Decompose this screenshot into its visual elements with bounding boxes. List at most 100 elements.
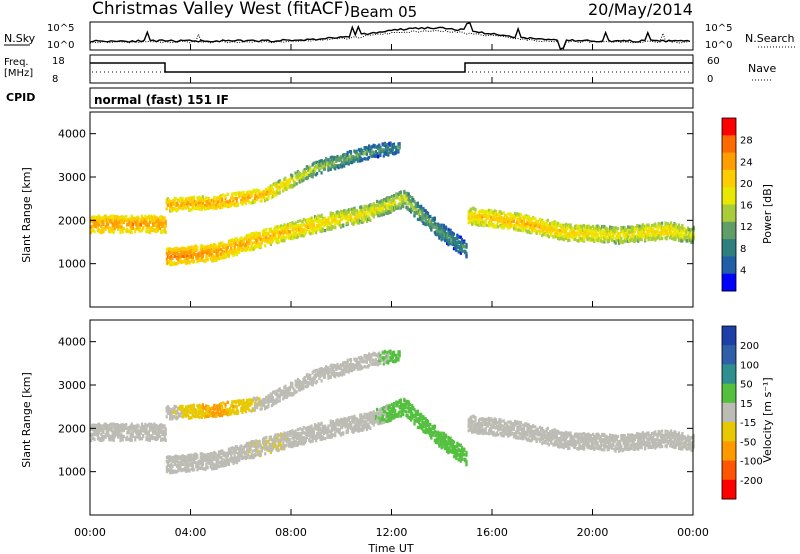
power-cell xyxy=(221,253,224,257)
power-cell xyxy=(291,174,294,178)
power-cell xyxy=(265,234,268,238)
power-cell xyxy=(620,236,623,241)
power-cell xyxy=(316,228,319,232)
power-cell xyxy=(107,223,110,227)
power-cell xyxy=(611,238,614,242)
power-cell xyxy=(147,229,150,233)
power-cell xyxy=(230,251,233,255)
power-cell xyxy=(569,223,572,227)
power-cell xyxy=(139,219,142,223)
power-cell xyxy=(130,214,133,218)
power-cell xyxy=(104,225,107,229)
power-cell xyxy=(105,215,108,219)
power-cell xyxy=(326,161,329,165)
power-cell xyxy=(244,202,247,206)
velocity-cell xyxy=(251,449,254,453)
power-cell xyxy=(161,224,164,229)
velocity-cell xyxy=(238,458,241,462)
power-cell xyxy=(247,234,250,238)
velocity-cell xyxy=(155,424,158,428)
power-cell xyxy=(169,257,172,261)
power-cell xyxy=(247,244,250,248)
power-cell xyxy=(221,241,224,245)
power-cell xyxy=(117,216,120,220)
velocity-cell xyxy=(240,444,243,448)
power-cell xyxy=(465,251,468,255)
power-cell xyxy=(469,208,473,212)
power-cell xyxy=(152,228,155,232)
beam-label: Beam 05 xyxy=(350,3,417,21)
power-cell xyxy=(100,230,103,235)
power-cell xyxy=(226,192,229,196)
power-cell xyxy=(172,202,175,206)
power-cell xyxy=(310,216,313,220)
power-cell xyxy=(209,249,212,253)
power-cell xyxy=(258,242,261,246)
power-cell xyxy=(664,221,667,225)
power-cell xyxy=(348,155,351,159)
power-cell xyxy=(323,167,327,171)
power-cell xyxy=(316,171,319,176)
power-cell xyxy=(91,215,94,219)
power-cell xyxy=(346,218,349,222)
power-cell xyxy=(648,233,651,237)
power-cell xyxy=(250,244,253,248)
velocity-cell xyxy=(234,450,237,454)
power-cell xyxy=(114,217,118,221)
power-cell xyxy=(109,215,112,219)
power-ytick-label: 1000 xyxy=(58,258,86,271)
power-cell xyxy=(220,248,223,252)
power-cell xyxy=(110,214,113,218)
power-cell xyxy=(117,220,120,224)
power-cell xyxy=(426,211,430,215)
power-cell xyxy=(146,229,149,233)
power-cell xyxy=(94,222,97,226)
power-cell xyxy=(157,225,160,229)
power-cell xyxy=(389,141,392,145)
power-cell xyxy=(120,218,123,222)
power-cell xyxy=(363,204,366,208)
power-cell xyxy=(275,227,278,231)
power-cell xyxy=(113,215,116,219)
power-cell xyxy=(408,195,411,199)
velocity-cell xyxy=(190,453,193,457)
velocity-cell xyxy=(130,438,133,442)
power-cell xyxy=(135,227,138,231)
power-cell xyxy=(272,239,275,243)
power-cell xyxy=(350,215,353,219)
power-cell xyxy=(169,251,172,255)
power-cell xyxy=(666,222,669,226)
power-cell xyxy=(144,214,147,218)
power-cell xyxy=(308,224,311,228)
power-cell xyxy=(120,228,123,232)
power-cell xyxy=(104,219,107,223)
power-cell xyxy=(555,226,558,230)
power-cell xyxy=(257,232,260,236)
power-cell xyxy=(234,242,237,246)
power-cell xyxy=(384,205,387,209)
power-cell xyxy=(398,202,401,206)
power-cell xyxy=(142,225,145,230)
power-cell xyxy=(500,216,503,220)
power-cell xyxy=(441,237,444,241)
power-cell xyxy=(197,256,200,260)
power-cell xyxy=(189,203,192,207)
power-colorbar-swatch xyxy=(722,256,736,275)
power-cell xyxy=(474,211,477,215)
power-cell xyxy=(149,214,153,218)
power-cell xyxy=(107,221,110,225)
power-cell xyxy=(126,223,129,227)
power-cell xyxy=(256,188,259,192)
power-colorbar-tick: 28 xyxy=(740,136,753,147)
velocity-cell xyxy=(196,454,199,458)
power-cell xyxy=(296,219,300,223)
power-cell xyxy=(201,259,205,263)
velocity-cell xyxy=(144,422,147,426)
power-cell xyxy=(224,255,227,259)
power-cell xyxy=(201,255,205,259)
power-cell xyxy=(206,258,209,262)
power-cell xyxy=(265,231,268,235)
power-cell xyxy=(178,255,181,259)
power-cell xyxy=(140,229,144,233)
freq-tick-top: 18 xyxy=(52,56,65,67)
